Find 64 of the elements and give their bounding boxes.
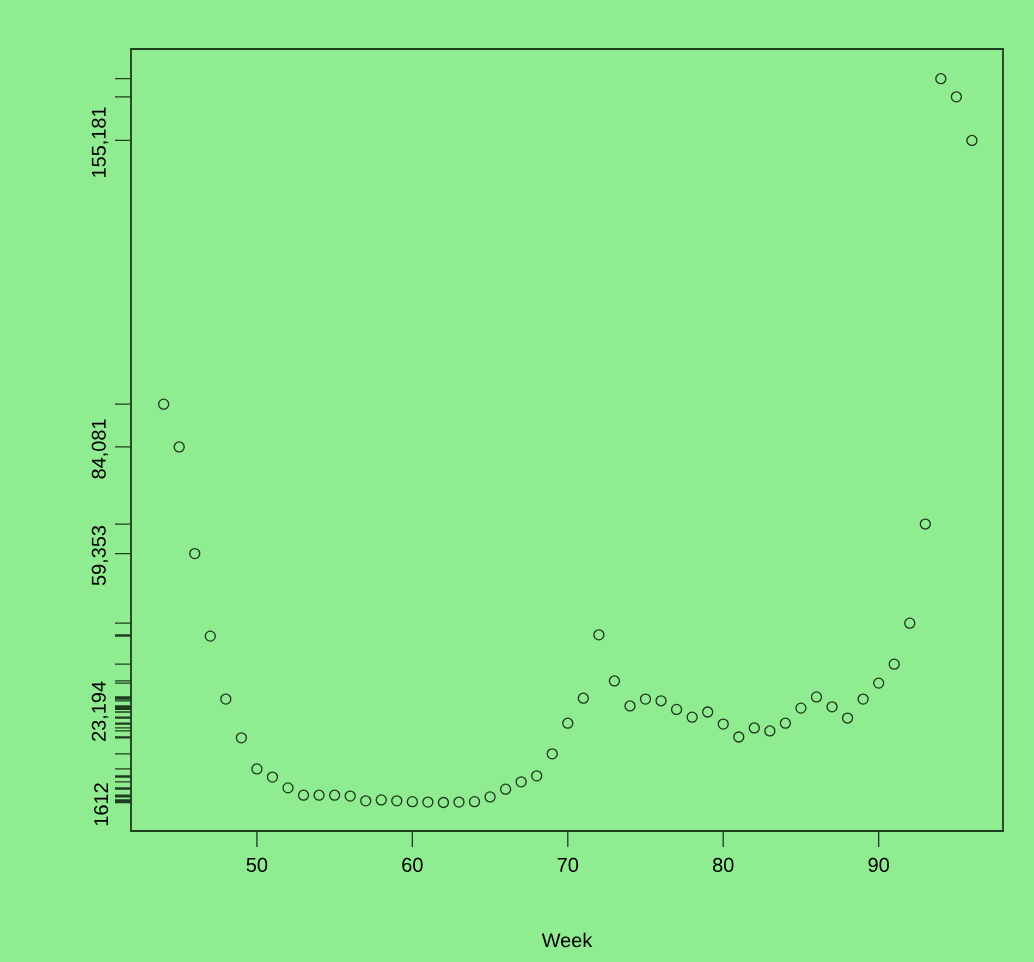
point (873, 677, 885, 689)
point (515, 776, 527, 788)
point (919, 518, 931, 530)
x-tick-label: 70 (557, 857, 579, 872)
point (748, 722, 760, 734)
point (499, 783, 512, 795)
point (344, 790, 356, 802)
point (717, 718, 729, 730)
point (360, 795, 372, 807)
point (297, 789, 310, 801)
point (608, 675, 621, 687)
point (826, 701, 838, 713)
x-tick-label: 60 (402, 857, 423, 872)
y-tick-label: 23,194 (91, 681, 109, 741)
point (593, 629, 605, 641)
point (670, 703, 683, 716)
point (686, 711, 698, 723)
x-tick-label: 50 (246, 857, 268, 872)
point (562, 717, 574, 729)
point (282, 782, 294, 794)
point (189, 547, 201, 560)
y-tick-label: 155,181 (91, 107, 109, 177)
point (841, 712, 854, 724)
point (422, 796, 434, 808)
point (935, 73, 947, 85)
point (857, 693, 869, 705)
point (764, 725, 776, 737)
point (795, 702, 807, 714)
y-tick-label: 84,081 (91, 419, 109, 479)
x-tick-label: 90 (868, 857, 889, 872)
point (251, 763, 263, 775)
point (235, 732, 248, 744)
point (158, 398, 170, 410)
point (639, 693, 652, 705)
point (266, 771, 279, 783)
point (531, 770, 543, 782)
point (966, 134, 978, 147)
point (453, 796, 465, 808)
point (950, 91, 963, 103)
y-tick-label: 59,353 (91, 525, 109, 586)
point (391, 795, 403, 807)
x-axis-title: Week (541, 932, 593, 948)
point (733, 731, 745, 743)
point (437, 796, 450, 809)
point (468, 796, 481, 808)
point (810, 691, 823, 703)
point (484, 791, 496, 803)
point (375, 794, 387, 806)
point (173, 441, 185, 453)
y-tick-label: 1612 (94, 783, 109, 826)
point (779, 717, 792, 729)
point (220, 693, 232, 705)
point (204, 630, 216, 642)
point (624, 700, 636, 712)
point (406, 796, 418, 808)
point (577, 692, 589, 704)
point (328, 789, 341, 801)
point (702, 706, 714, 718)
point (904, 617, 916, 629)
point (655, 695, 667, 707)
x-tick-label: 80 (713, 857, 734, 872)
point (546, 748, 558, 760)
point (313, 789, 325, 801)
point (888, 658, 900, 670)
